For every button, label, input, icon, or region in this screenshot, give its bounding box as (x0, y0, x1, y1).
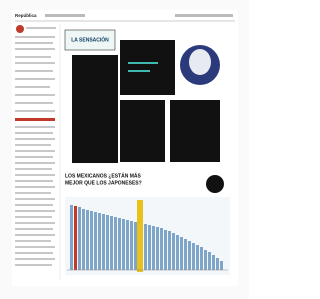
sidebar-heading (15, 118, 55, 121)
highlight-bar (74, 206, 77, 270)
header-line (175, 14, 233, 17)
text-block (120, 100, 165, 162)
headline: MEJOR QUE LOS JAPONESES? (65, 180, 142, 186)
infographic (65, 197, 230, 275)
sidebar-icon (16, 25, 24, 33)
highlight-text (128, 62, 158, 64)
kicker: LA SENSACIÓN (71, 35, 109, 43)
headline: LOS MEXICANOS ¿ESTÁN MÁS (65, 172, 142, 179)
text-block (72, 55, 118, 163)
portrait-face (189, 49, 211, 75)
text-block (170, 100, 220, 162)
highlight-text (128, 70, 150, 72)
highlight-column (137, 200, 143, 272)
section-title: República (15, 13, 37, 18)
text-block (120, 40, 175, 95)
header-line (45, 14, 85, 17)
newspaper-page: República LA SENSACIÓN LOS MEXICANOS (0, 0, 249, 299)
logo (206, 175, 224, 193)
